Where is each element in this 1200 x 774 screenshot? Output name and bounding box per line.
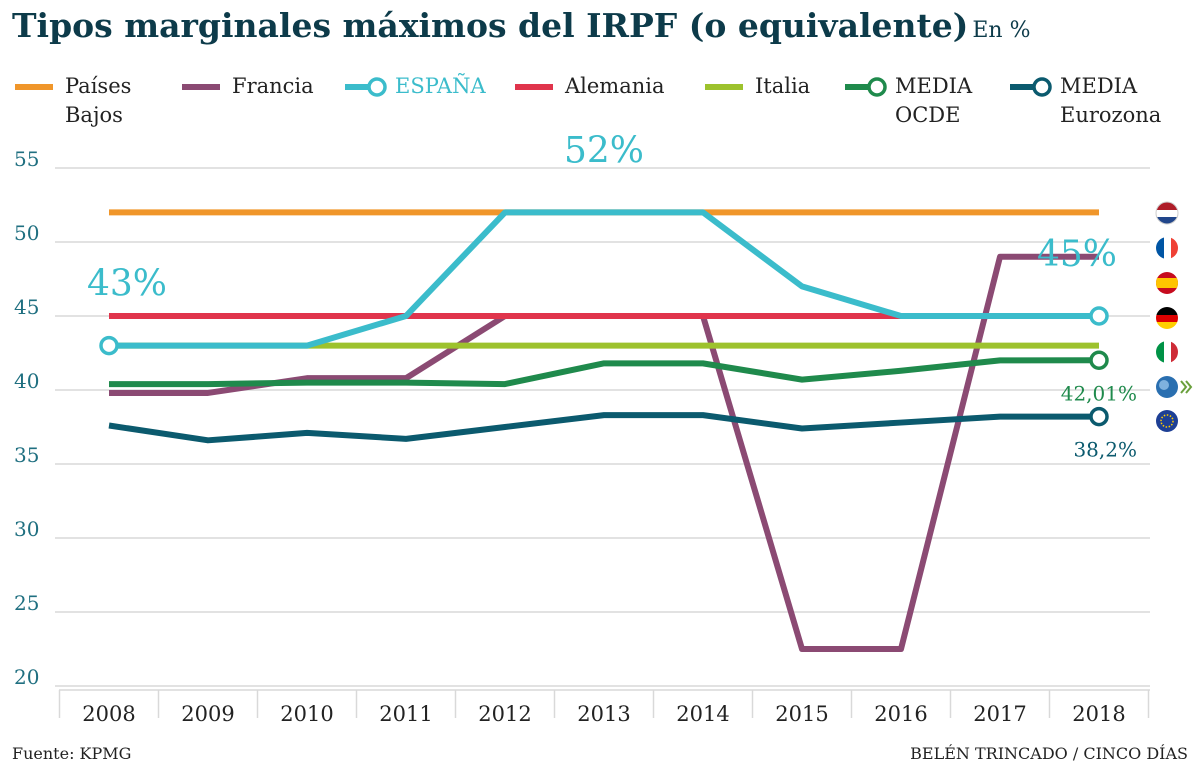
legend-label: Italia <box>755 74 811 98</box>
legend-swatch <box>845 77 887 97</box>
series-line <box>109 357 1100 388</box>
value-label: 52% <box>564 130 644 171</box>
legend-item: MEDIA Eurozona <box>1010 72 1162 130</box>
flags <box>1155 201 1193 432</box>
legend-label: Francia <box>232 74 314 98</box>
x-tick-label: 2016 <box>874 702 927 726</box>
y-tick-label: 50 <box>14 221 39 245</box>
value-label: 43% <box>87 264 167 305</box>
y-tick-label: 35 <box>14 443 39 467</box>
point-marker <box>99 335 119 356</box>
legend-swatch <box>705 84 743 90</box>
legend-swatch <box>182 84 220 90</box>
series-line <box>109 209 1099 349</box>
y-tick-label: 30 <box>14 517 39 541</box>
legend-label: MEDIA OCDE <box>895 74 973 127</box>
grid: 20 25 30 35 40 45 50 55 2008 2009 2010 2011 2012 2013… <box>14 147 1150 726</box>
point-marker <box>1089 350 1109 371</box>
value-label: 38,2% <box>1073 438 1137 462</box>
y-tick-label: 20 <box>14 665 39 689</box>
x-tick-label: 2009 <box>181 702 234 726</box>
legend-label: Países Bajos <box>65 74 132 127</box>
source: Fuente: KPMG <box>12 744 132 763</box>
point-marker <box>1089 406 1109 427</box>
legend-label: ESPAÑA <box>395 74 486 98</box>
y-tick-label: 40 <box>14 369 39 393</box>
legend-label: Alemania <box>565 74 665 98</box>
legend-label: MEDIA Eurozona <box>1060 74 1162 127</box>
x-tick-label: 2014 <box>676 702 729 726</box>
legend-item: Países Bajos <box>15 72 160 130</box>
x-tick-label: 2018 <box>1072 702 1125 726</box>
x-tick-label: 2011 <box>379 702 432 726</box>
x-tick-label: 2017 <box>973 702 1026 726</box>
legend-item: Italia <box>705 72 810 101</box>
x-tick-label: 2013 <box>577 702 630 726</box>
chart-title: Tipos marginales máximos del IRPF (o equ… <box>12 6 1031 45</box>
subtitle: En % <box>972 18 1031 43</box>
value-label: 45% <box>1037 234 1117 275</box>
legend-item: Alemania <box>515 72 665 101</box>
value-label: 42,01% <box>1061 381 1137 405</box>
title-text: Tipos marginales máximos del IRPF (o equ… <box>12 6 969 45</box>
credit: BELÉN TRINCADO / CINCO DÍAS <box>910 744 1188 763</box>
y-tick-label: 45 <box>14 295 39 319</box>
series-line <box>108 412 1099 444</box>
point-marker <box>1089 306 1109 326</box>
x-tick-label: 2008 <box>82 702 135 726</box>
x-tick-label: 2015 <box>775 702 828 726</box>
legend-item: ESPAÑA <box>345 72 486 101</box>
legend-swatch <box>1010 77 1052 97</box>
legend-swatch <box>515 84 553 90</box>
legend-swatch <box>15 84 53 90</box>
y-tick-label: 25 <box>14 591 39 615</box>
x-tick-label: 2010 <box>280 702 333 726</box>
legend-item: MEDIA OCDE <box>845 72 990 130</box>
x-tick-label: 2012 <box>478 702 531 726</box>
legend-item: Francia <box>182 72 314 101</box>
y-tick-label: 55 <box>14 147 39 171</box>
legend-swatch <box>345 77 387 97</box>
